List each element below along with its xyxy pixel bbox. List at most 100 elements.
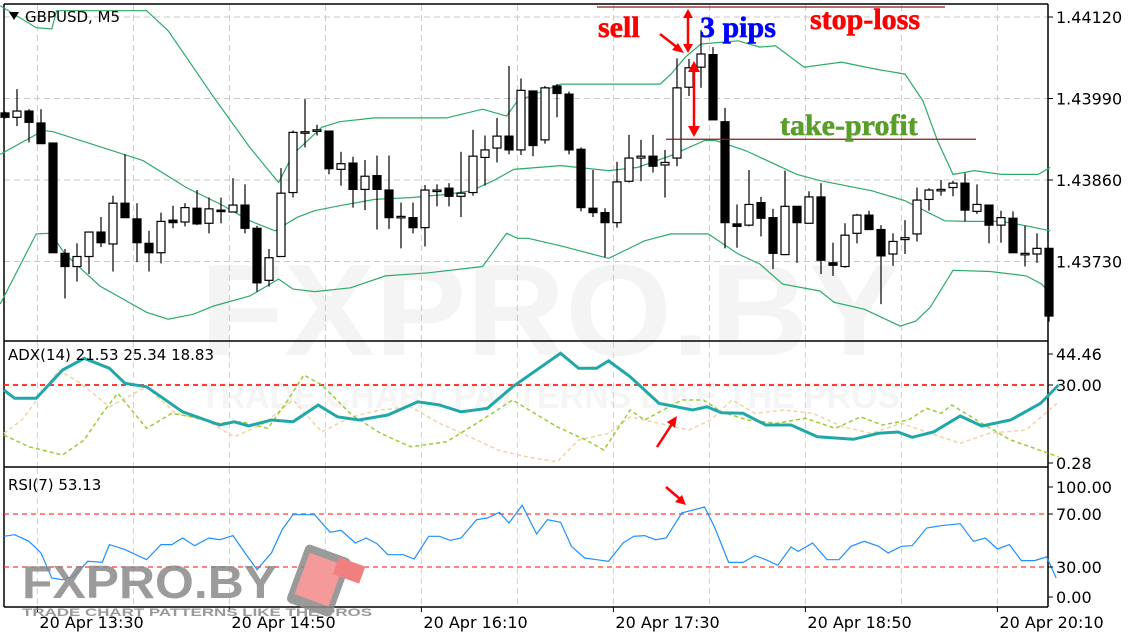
bear-candle-body [708, 54, 718, 121]
candle[interactable] [528, 90, 538, 157]
candle[interactable] [384, 155, 394, 229]
candle[interactable] [432, 184, 442, 207]
candles[interactable] [0, 30, 1054, 322]
candle[interactable] [888, 233, 898, 266]
candle[interactable] [912, 187, 922, 242]
candle[interactable] [876, 225, 886, 305]
candle[interactable] [708, 47, 718, 121]
candle[interactable] [792, 205, 802, 263]
candle[interactable] [900, 220, 910, 254]
candle[interactable] [732, 204, 742, 248]
candle[interactable] [480, 135, 490, 186]
candle[interactable] [1032, 233, 1042, 263]
candle[interactable] [696, 30, 706, 88]
candle[interactable] [252, 225, 262, 292]
candle[interactable] [972, 184, 982, 214]
bull-candle-body [492, 135, 502, 149]
candle[interactable] [372, 155, 382, 230]
candle[interactable] [552, 84, 562, 118]
bear-candle-body [408, 217, 418, 229]
candle[interactable] [828, 242, 838, 276]
candle[interactable] [516, 78, 526, 155]
candle[interactable] [456, 151, 466, 217]
candle[interactable] [120, 154, 130, 219]
candle[interactable] [168, 205, 178, 229]
candle[interactable] [132, 203, 142, 263]
adx-tick-label: 0.28 [1056, 454, 1092, 473]
candle[interactable] [960, 173, 970, 222]
candle[interactable] [72, 243, 82, 282]
candle[interactable] [948, 180, 958, 197]
dropdown-triangle-icon[interactable] [9, 12, 19, 20]
candle[interactable] [60, 248, 70, 299]
candle[interactable] [204, 197, 214, 234]
candle[interactable] [636, 139, 646, 182]
candle[interactable] [924, 188, 934, 211]
candle[interactable] [264, 248, 274, 287]
candle[interactable] [336, 151, 346, 186]
candle[interactable] [540, 85, 550, 144]
bull-candle-body [780, 205, 790, 256]
candle[interactable] [324, 130, 334, 175]
candle[interactable] [492, 117, 502, 163]
candle[interactable] [1008, 211, 1018, 254]
candle[interactable] [756, 196, 766, 237]
candle[interactable] [312, 124, 322, 136]
candle[interactable] [12, 89, 22, 127]
candle[interactable] [288, 130, 298, 198]
candle[interactable] [192, 190, 202, 226]
candle[interactable] [444, 183, 454, 207]
candle[interactable] [228, 178, 238, 213]
adx-tick-label: 44.46 [1056, 345, 1102, 364]
candle[interactable] [864, 210, 874, 231]
candle[interactable] [36, 109, 46, 145]
candle[interactable] [1044, 247, 1054, 322]
candle[interactable] [984, 204, 994, 244]
candle[interactable] [504, 65, 514, 155]
candle[interactable] [840, 223, 850, 268]
candle[interactable] [96, 217, 106, 248]
candle[interactable] [936, 180, 946, 196]
bollinger-middle-line [0, 129, 1051, 232]
candle[interactable] [804, 191, 814, 224]
candle[interactable] [216, 197, 226, 224]
candle[interactable] [348, 156, 358, 208]
candle[interactable] [600, 208, 610, 258]
rsi-tick-label: 0.00 [1056, 588, 1092, 607]
candle[interactable] [360, 159, 370, 211]
candle[interactable] [648, 134, 658, 173]
candle[interactable] [468, 129, 478, 196]
candle[interactable] [588, 169, 598, 217]
candle[interactable] [408, 202, 418, 234]
candle[interactable] [0, 111, 10, 119]
candle[interactable] [84, 231, 94, 275]
candle[interactable] [180, 203, 190, 227]
candle[interactable] [420, 185, 430, 247]
candle[interactable] [996, 210, 1006, 243]
candle[interactable] [576, 147, 586, 212]
candle[interactable] [276, 168, 286, 258]
rsi-arrow-icon [665, 486, 686, 505]
candle[interactable] [816, 183, 826, 275]
symbol-title[interactable]: GBPUSD, M5 [9, 8, 120, 26]
candle[interactable] [156, 212, 166, 264]
candle[interactable] [1020, 225, 1030, 267]
candle[interactable] [612, 161, 622, 228]
candle[interactable] [300, 99, 310, 148]
candle[interactable] [48, 142, 58, 254]
candle[interactable] [564, 91, 574, 155]
candle[interactable] [396, 202, 406, 249]
candle[interactable] [240, 184, 250, 234]
candle[interactable] [744, 169, 754, 227]
svg-text:FXPRO.BY: FXPRO.BY [22, 556, 277, 608]
candle[interactable] [852, 213, 862, 244]
candle[interactable] [108, 195, 118, 272]
candle[interactable] [144, 230, 154, 272]
candle[interactable] [672, 58, 682, 167]
candle[interactable] [780, 170, 790, 256]
candle[interactable] [660, 149, 670, 198]
candle[interactable] [24, 109, 34, 143]
candle[interactable] [768, 208, 778, 270]
candle[interactable] [720, 107, 730, 249]
candle[interactable] [624, 134, 634, 183]
